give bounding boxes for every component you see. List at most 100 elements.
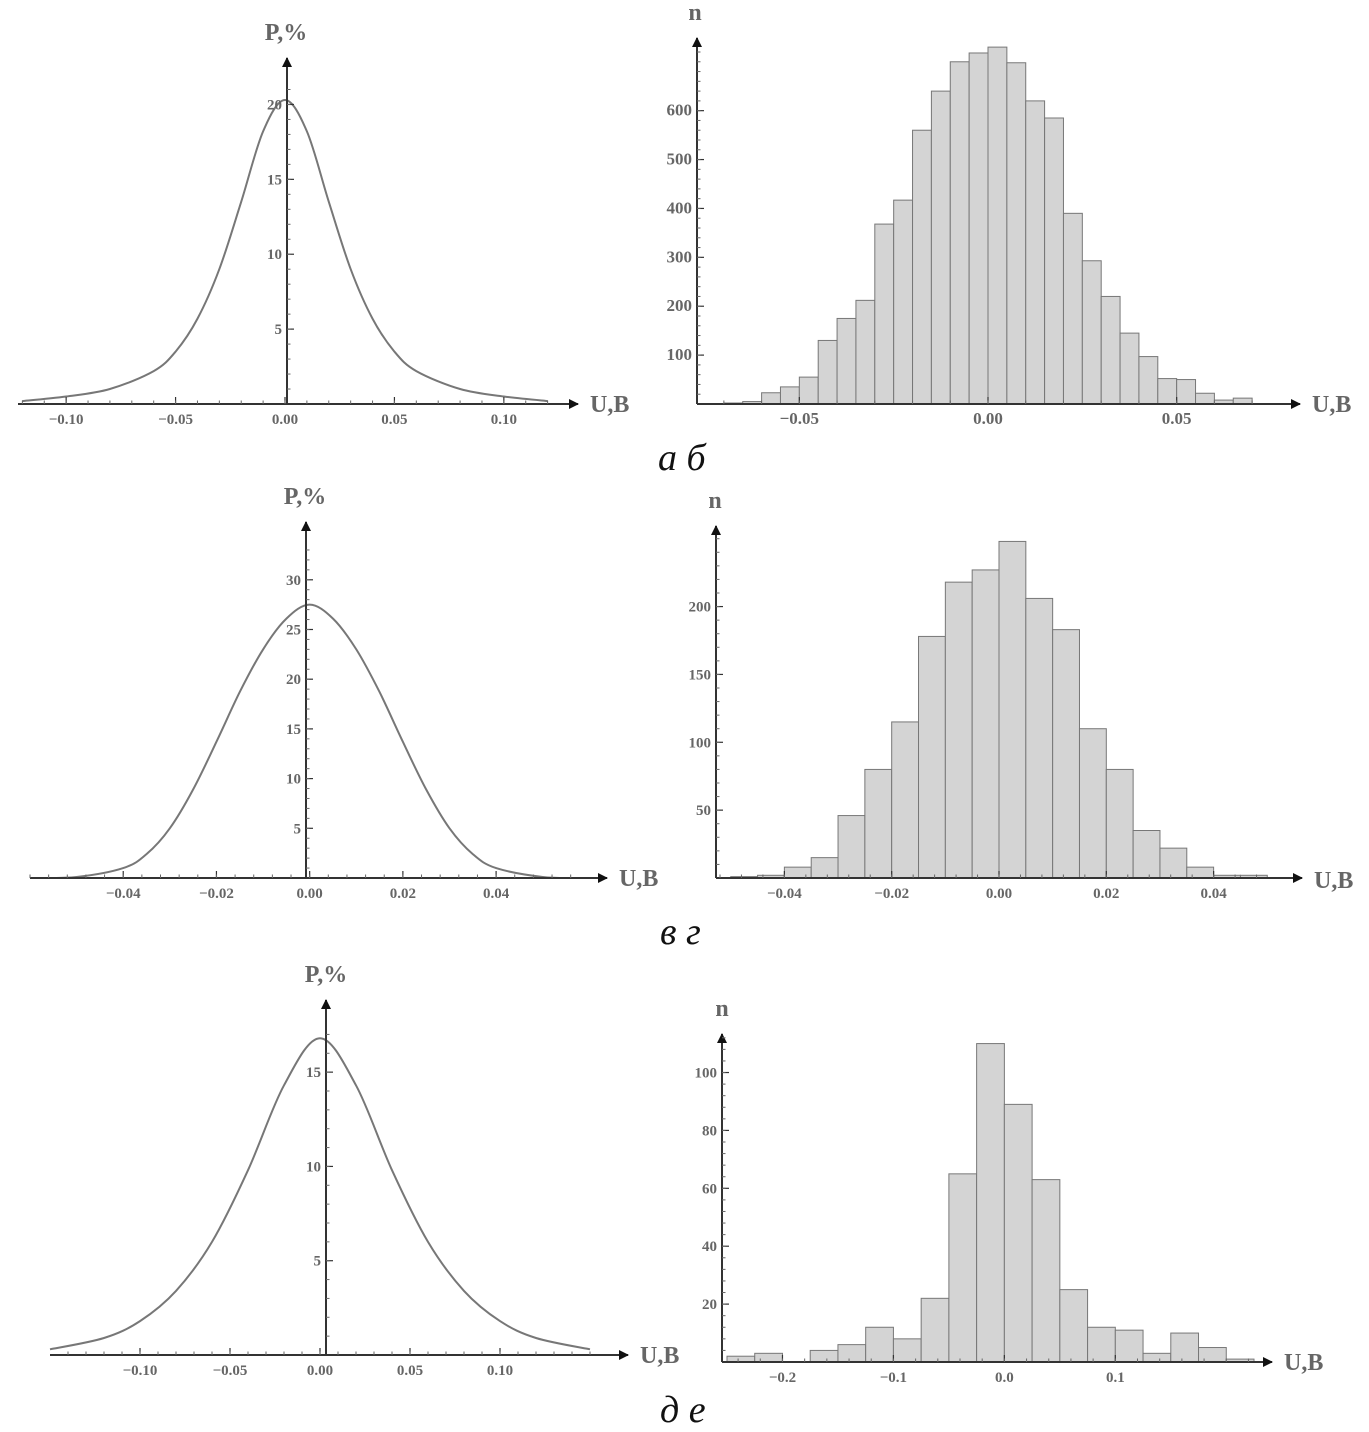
histogram-bar — [779, 386, 800, 405]
x-tick-label: −0.2 — [769, 1370, 796, 1386]
y-tick-label: 100 — [695, 1066, 718, 1082]
histogram-bar — [865, 1326, 894, 1363]
chart-d-histogram: −0.04 −0.02 0.00 0.02 0.04 50 100 150 200 U,B n — [689, 488, 1354, 902]
histogram-bar — [1025, 597, 1054, 879]
y-axis-label: n — [708, 488, 721, 514]
y-tick-label: 600 — [667, 101, 693, 120]
histogram-bar — [944, 581, 973, 879]
histogram-bar — [1006, 62, 1027, 405]
y-tick-label: 15 — [267, 172, 282, 188]
y-tick-label: 500 — [667, 150, 693, 169]
y-tick-label: 200 — [689, 600, 712, 616]
histogram-bar — [754, 1352, 783, 1363]
y-tick-label: 60 — [702, 1181, 717, 1197]
histogram-bar — [912, 129, 932, 405]
x-tick-label: 0.04 — [483, 886, 510, 902]
histogram-bar — [1186, 866, 1215, 879]
histogram-bar — [1081, 260, 1102, 405]
y-tick-label: 100 — [667, 345, 693, 364]
x-tick-label: −0.05 — [780, 409, 819, 428]
y-tick-label: 10 — [286, 772, 301, 788]
x-tick-label: −0.04 — [106, 886, 141, 902]
histogram-bar — [864, 768, 893, 879]
x-axis-label: U,B — [619, 866, 658, 892]
histogram-bar — [968, 52, 989, 405]
histogram-bar — [1100, 295, 1121, 405]
caption-row-1: а б — [658, 437, 706, 479]
y-tick-label: 200 — [667, 296, 693, 315]
histogram-bar — [1059, 1289, 1089, 1363]
histogram-bar — [1119, 332, 1140, 405]
x-axis-label: U,B — [1284, 1350, 1323, 1376]
chart-e-density-curve: −0.10 −0.05 0.00 0.05 0.10 5 10 15 U,B P,% — [49, 962, 679, 1379]
histogram-bar — [987, 46, 1008, 405]
y-tick-label: 5 — [314, 1254, 322, 1270]
x-tick-label: 0.10 — [491, 412, 517, 428]
histogram-bar — [976, 1043, 1005, 1363]
x-tick-label: −0.04 — [767, 886, 802, 902]
histogram-bar — [948, 1173, 978, 1363]
y-tick-label: 5 — [275, 322, 283, 338]
histogram-bar — [1031, 1179, 1061, 1363]
histogram-bar — [891, 721, 920, 879]
histogram-bar — [1078, 728, 1107, 879]
x-tick-label: 0.00 — [973, 409, 1003, 428]
x-tick-label: 0.00 — [986, 886, 1012, 902]
y-axis-label: n — [688, 0, 701, 26]
histogram-bar — [809, 1349, 839, 1363]
histogram-bar — [837, 815, 866, 879]
histogram-bar — [1138, 356, 1159, 405]
x-axis-label: U,B — [640, 1343, 679, 1369]
histogram-bar — [798, 376, 819, 405]
histogram-bar — [1132, 830, 1161, 879]
histogram-bar — [761, 392, 781, 405]
histogram-bar — [1170, 1332, 1200, 1363]
histogram-bar — [1198, 1347, 1227, 1363]
x-tick-label: 0.02 — [390, 886, 416, 902]
x-tick-label: 0.1 — [1106, 1370, 1125, 1386]
x-tick-label: 0.00 — [272, 412, 298, 428]
histogram-bar — [998, 540, 1027, 879]
x-tick-label: −0.05 — [213, 1363, 248, 1379]
histogram-bar — [837, 1344, 867, 1363]
x-tick-label: 0.00 — [297, 886, 323, 902]
y-tick-label: 20 — [702, 1297, 717, 1313]
caption-row-2: в г — [660, 911, 701, 953]
y-tick-label: 20 — [267, 97, 282, 113]
y-tick-label: 30 — [286, 573, 301, 589]
histogram-bar — [1157, 378, 1178, 405]
y-tick-label: 15 — [286, 722, 301, 738]
y-axis-label: P,% — [284, 484, 326, 510]
histogram-bar — [1176, 379, 1197, 405]
chart-a-density-curve: −0.10 −0.05 0.00 0.05 0.10 5 10 15 20 U,B P,% — [18, 20, 629, 428]
y-tick-label: 25 — [286, 622, 301, 638]
histogram-bar — [930, 90, 951, 405]
histogram-bar — [1044, 117, 1064, 405]
histogram-bar — [892, 1338, 922, 1363]
chart-b-histogram: −0.05 0.00 0.05 100 200 300 400 500 600 U,B n — [667, 0, 1352, 428]
histogram-bar — [817, 339, 838, 405]
y-tick-label: 10 — [267, 247, 282, 263]
histogram-bar — [855, 299, 876, 405]
x-tick-label: −0.05 — [158, 412, 193, 428]
x-tick-label: 0.05 — [397, 1363, 423, 1379]
x-tick-label: −0.02 — [199, 886, 234, 902]
y-tick-label: 10 — [306, 1159, 321, 1175]
chart-c-density-curve: −0.04 −0.02 0.00 0.02 0.04 5 10 15 20 25 30 U,B P,% — [29, 484, 658, 902]
x-axis-label: U,B — [1312, 392, 1351, 418]
y-tick-label: 15 — [306, 1065, 321, 1081]
x-tick-label: 0.00 — [307, 1363, 333, 1379]
histogram-bar — [1142, 1352, 1172, 1363]
histogram-bar — [918, 635, 946, 879]
density-curve — [29, 603, 581, 880]
y-tick-label: 100 — [689, 735, 712, 751]
histogram-bar — [836, 317, 857, 405]
x-tick-label: −0.10 — [49, 412, 84, 428]
x-tick-label: 0.0 — [995, 1370, 1014, 1386]
y-tick-label: 20 — [286, 672, 301, 688]
x-tick-label: −0.02 — [874, 886, 909, 902]
chart-f-histogram: −0.2 −0.1 0.0 0.1 20 40 60 80 100 U,B n — [695, 996, 1324, 1386]
x-tick-label: 0.02 — [1093, 886, 1119, 902]
histogram-bar — [874, 223, 895, 405]
y-tick-label: 40 — [702, 1239, 717, 1255]
